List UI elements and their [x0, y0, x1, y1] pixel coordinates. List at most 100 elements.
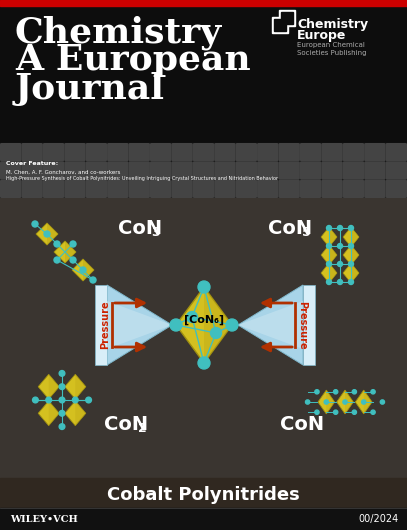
- Circle shape: [348, 261, 354, 267]
- Circle shape: [70, 241, 76, 247]
- FancyBboxPatch shape: [278, 161, 300, 180]
- Polygon shape: [47, 223, 58, 245]
- Circle shape: [54, 241, 60, 247]
- Circle shape: [337, 243, 343, 249]
- Circle shape: [352, 410, 357, 414]
- Circle shape: [198, 281, 210, 293]
- Circle shape: [44, 231, 50, 237]
- Bar: [0, 143, 407, 198]
- Bar: [281, 12, 293, 24]
- FancyBboxPatch shape: [193, 161, 214, 180]
- Circle shape: [198, 357, 210, 369]
- FancyBboxPatch shape: [0, 161, 22, 180]
- FancyBboxPatch shape: [0, 143, 22, 161]
- Polygon shape: [65, 374, 86, 399]
- Polygon shape: [75, 374, 86, 399]
- Circle shape: [59, 424, 65, 429]
- FancyBboxPatch shape: [150, 143, 171, 161]
- FancyBboxPatch shape: [150, 161, 171, 180]
- FancyBboxPatch shape: [278, 180, 300, 198]
- FancyBboxPatch shape: [343, 180, 364, 198]
- Circle shape: [54, 257, 60, 263]
- FancyBboxPatch shape: [385, 143, 407, 161]
- Text: European Chemical
Societies Publishing: European Chemical Societies Publishing: [297, 42, 366, 56]
- FancyBboxPatch shape: [22, 161, 43, 180]
- FancyBboxPatch shape: [385, 180, 407, 198]
- FancyBboxPatch shape: [107, 180, 129, 198]
- FancyBboxPatch shape: [300, 161, 321, 180]
- FancyBboxPatch shape: [129, 143, 150, 161]
- Circle shape: [324, 400, 328, 404]
- FancyBboxPatch shape: [43, 180, 64, 198]
- Circle shape: [32, 221, 38, 227]
- FancyBboxPatch shape: [214, 180, 236, 198]
- Polygon shape: [364, 390, 372, 414]
- Polygon shape: [303, 285, 315, 365]
- Polygon shape: [238, 285, 303, 365]
- FancyBboxPatch shape: [321, 180, 343, 198]
- Bar: [274, 19, 286, 31]
- Text: Cobalt Polynitrides: Cobalt Polynitrides: [107, 486, 300, 504]
- Polygon shape: [204, 287, 232, 363]
- Text: 3: 3: [151, 226, 160, 240]
- Polygon shape: [36, 223, 58, 245]
- Polygon shape: [54, 241, 76, 263]
- Polygon shape: [343, 227, 359, 247]
- FancyBboxPatch shape: [193, 143, 214, 161]
- FancyBboxPatch shape: [86, 143, 107, 161]
- Polygon shape: [326, 390, 335, 414]
- Polygon shape: [351, 263, 359, 283]
- FancyBboxPatch shape: [236, 180, 257, 198]
- Bar: [0, 6, 407, 143]
- Text: Chemistry: Chemistry: [15, 15, 222, 49]
- Circle shape: [315, 390, 319, 394]
- FancyBboxPatch shape: [257, 161, 278, 180]
- Circle shape: [337, 225, 343, 231]
- Text: High-Pressure Synthesis of Cobalt Polynitrides: Unveiling Intriguing Crystal Str: High-Pressure Synthesis of Cobalt Polyni…: [6, 176, 278, 181]
- Text: CoN: CoN: [118, 218, 162, 237]
- Polygon shape: [238, 301, 303, 349]
- Bar: [279, 10, 295, 26]
- Circle shape: [326, 225, 331, 231]
- Text: 5: 5: [302, 226, 311, 240]
- Polygon shape: [355, 390, 372, 414]
- FancyBboxPatch shape: [64, 180, 86, 198]
- Circle shape: [361, 400, 366, 404]
- Text: WILEY•VCH: WILEY•VCH: [10, 515, 78, 524]
- FancyBboxPatch shape: [0, 180, 22, 198]
- FancyBboxPatch shape: [300, 180, 321, 198]
- FancyBboxPatch shape: [64, 143, 86, 161]
- Polygon shape: [329, 245, 337, 265]
- Circle shape: [326, 243, 331, 249]
- FancyBboxPatch shape: [385, 161, 407, 180]
- Circle shape: [306, 400, 310, 404]
- FancyBboxPatch shape: [236, 161, 257, 180]
- Polygon shape: [343, 245, 359, 265]
- Polygon shape: [95, 285, 107, 365]
- Circle shape: [70, 257, 76, 263]
- FancyBboxPatch shape: [171, 143, 193, 161]
- Text: A European: A European: [15, 43, 251, 77]
- Circle shape: [46, 397, 52, 403]
- Text: Chemistry: Chemistry: [297, 18, 368, 31]
- FancyBboxPatch shape: [86, 161, 107, 180]
- FancyBboxPatch shape: [107, 161, 129, 180]
- Circle shape: [72, 397, 78, 403]
- Circle shape: [333, 390, 338, 394]
- Polygon shape: [318, 390, 335, 414]
- Polygon shape: [49, 401, 59, 426]
- FancyBboxPatch shape: [86, 180, 107, 198]
- FancyBboxPatch shape: [64, 161, 86, 180]
- Circle shape: [348, 243, 354, 249]
- FancyBboxPatch shape: [321, 161, 343, 180]
- Polygon shape: [329, 227, 337, 247]
- Bar: [0, 478, 407, 508]
- FancyBboxPatch shape: [278, 143, 300, 161]
- Text: 2: 2: [138, 422, 147, 436]
- FancyBboxPatch shape: [364, 161, 385, 180]
- Text: Pressure: Pressure: [100, 301, 110, 349]
- FancyBboxPatch shape: [22, 143, 43, 161]
- Circle shape: [59, 410, 65, 416]
- Circle shape: [380, 400, 385, 404]
- Text: CoN: CoN: [280, 414, 324, 434]
